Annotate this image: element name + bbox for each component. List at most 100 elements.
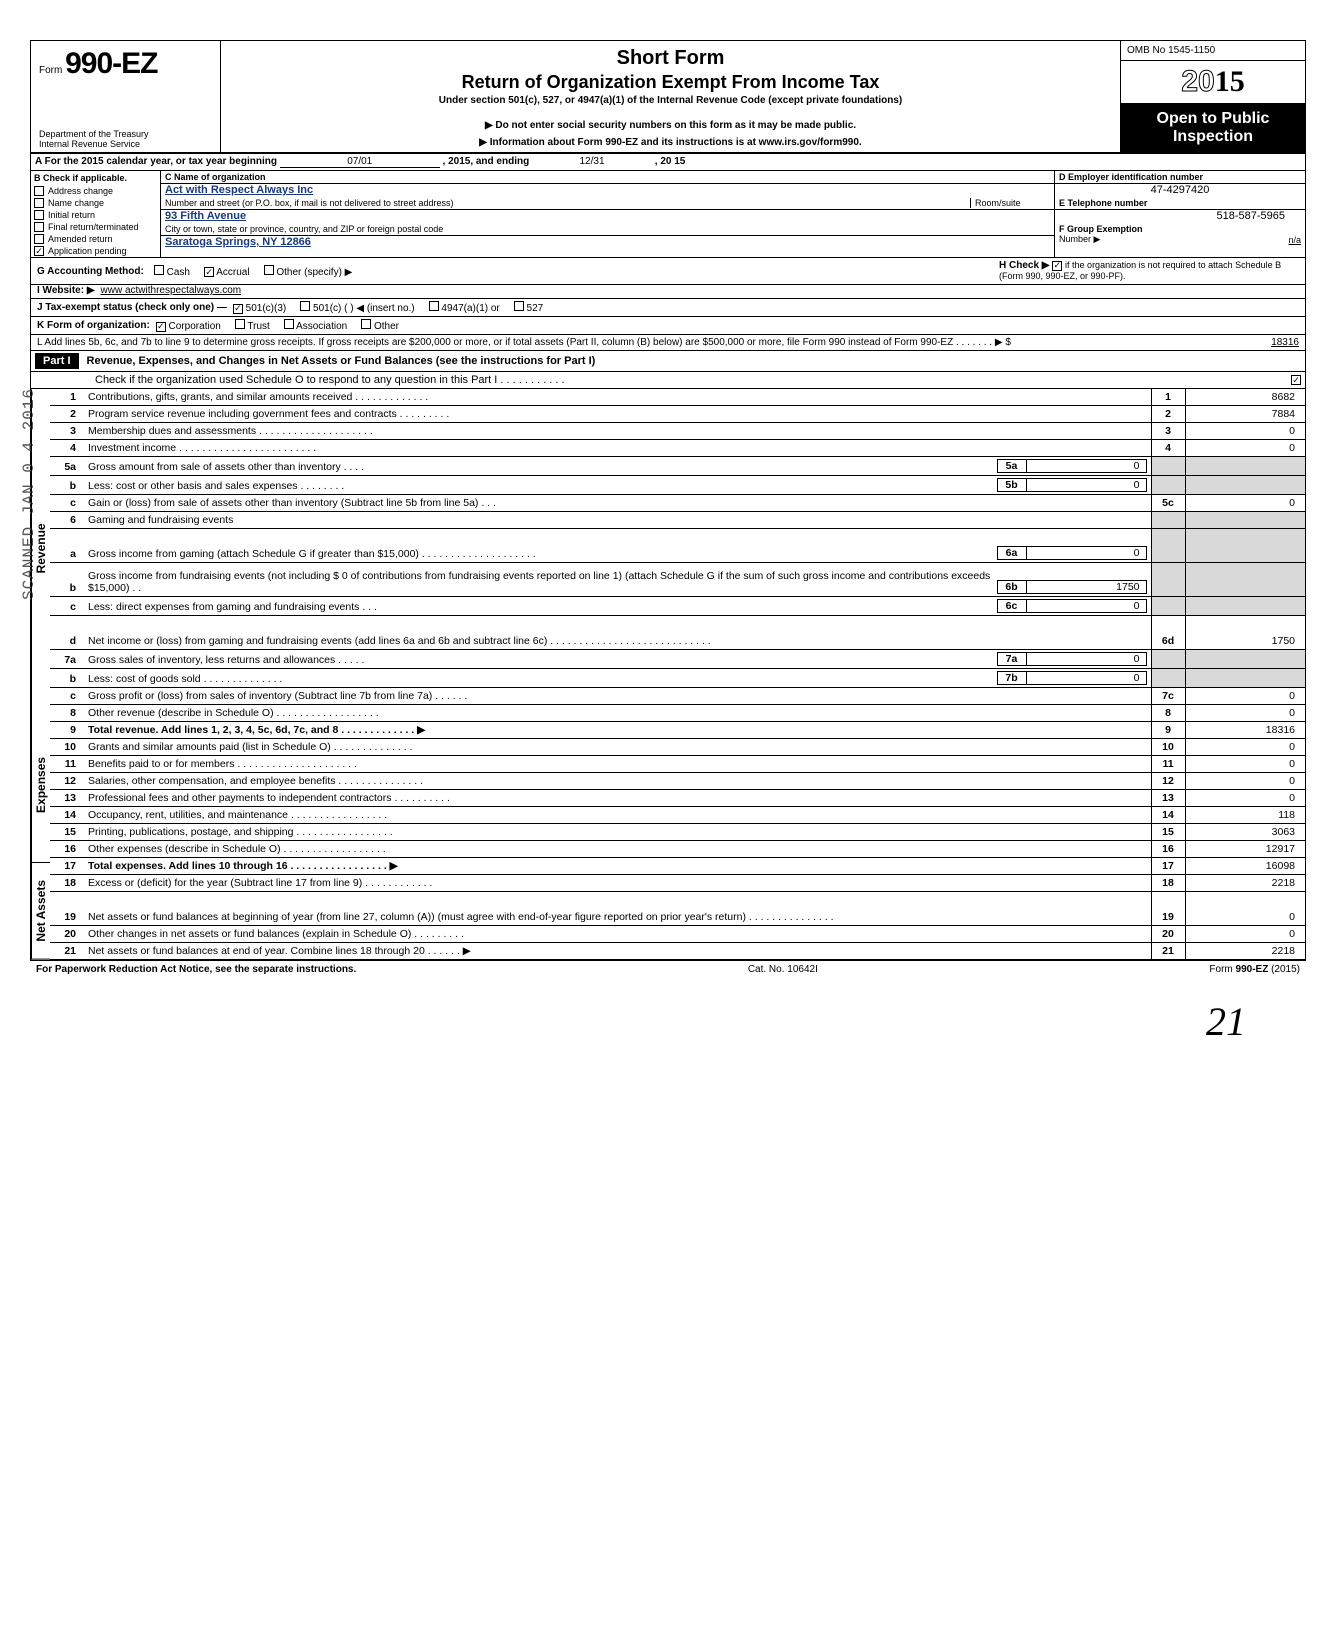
room-label: Room/suite bbox=[970, 198, 1050, 208]
K-opts-opt-2[interactable]: Association bbox=[284, 321, 347, 332]
col-b-header: B Check if applicable. bbox=[31, 171, 160, 185]
line-j: J Tax-exempt status (check only one) — ✓… bbox=[31, 299, 1305, 317]
line-8: 8Other revenue (describe in Schedule O) … bbox=[50, 705, 1305, 722]
line-c: cLess: direct expenses from gaming and f… bbox=[50, 597, 1305, 616]
col-c: C Name of organization Act with Respect … bbox=[161, 171, 1055, 257]
block-bcd: B Check if applicable. Address changeNam… bbox=[31, 171, 1305, 258]
side-revenue: Revenue bbox=[31, 389, 50, 708]
K-opts-opt-3[interactable]: Other bbox=[361, 321, 399, 332]
org-name[interactable]: Act with Respect Always Inc bbox=[161, 184, 1054, 197]
title-short-form: Short Form bbox=[231, 47, 1110, 70]
line-14: 14Occupancy, rent, utilities, and mainte… bbox=[50, 807, 1305, 824]
city-state-zip[interactable]: Saratoga Springs, NY 12866 bbox=[161, 236, 1054, 249]
city-label: City or town, state or province, country… bbox=[161, 223, 1054, 236]
line-16: 16Other expenses (describe in Schedule O… bbox=[50, 841, 1305, 858]
line-g-h: G Accounting Method: Cash ✓ Accrual Other… bbox=[31, 258, 1305, 285]
line-l-amount: 18316 bbox=[1199, 337, 1299, 348]
G-opts-opt-2[interactable]: Other (specify) ▶ bbox=[264, 267, 353, 278]
form-header: Form 990-EZ Department of the Treasury I… bbox=[31, 41, 1305, 154]
line-c: cGain or (loss) from sale of assets othe… bbox=[50, 495, 1305, 512]
line-2: 2Program service revenue including gover… bbox=[50, 406, 1305, 423]
period-end-year[interactable]: , 20 15 bbox=[655, 156, 686, 167]
line-4: 4Investment income . . . . . . . . . . .… bbox=[50, 440, 1305, 457]
line-a-label: A For the 2015 calendar year, or tax yea… bbox=[35, 156, 277, 167]
lines-table: 1Contributions, gifts, grants, and simil… bbox=[50, 389, 1305, 960]
line-i: I Website: ▶ www actwithrespectalways.co… bbox=[31, 285, 1305, 299]
page-footer: For Paperwork Reduction Act Notice, see … bbox=[30, 961, 1306, 978]
col-d: D Employer identification number 47-4297… bbox=[1055, 171, 1305, 257]
line-l: L Add lines 5b, 6c, and 7b to line 9 to … bbox=[31, 335, 1305, 351]
line-7a: 7aGross sales of inventory, less returns… bbox=[50, 650, 1305, 669]
line-21: 21Net assets or fund balances at end of … bbox=[50, 943, 1305, 960]
group-exempt-val[interactable]: n/a bbox=[1288, 235, 1301, 245]
J-opts-opt-2[interactable]: 4947(a)(1) or bbox=[429, 303, 500, 314]
open2: Inspection bbox=[1125, 128, 1301, 146]
line-12: 12Salaries, other compensation, and empl… bbox=[50, 773, 1305, 790]
phone[interactable]: 518-587-5965 bbox=[1055, 210, 1305, 223]
tax-exempt-label: J Tax-exempt status (check only one) — bbox=[37, 302, 227, 313]
part-i-header: Part I Revenue, Expenses, and Changes in… bbox=[31, 351, 1305, 372]
line-c: cGross profit or (loss) from sales of in… bbox=[50, 688, 1305, 705]
year-outline: 20 bbox=[1181, 65, 1214, 98]
line-13: 13Professional fees and other payments t… bbox=[50, 790, 1305, 807]
line-6: 6Gaming and fundraising events bbox=[50, 512, 1305, 529]
line-18: 18Excess or (deficit) for the year (Subt… bbox=[50, 875, 1305, 892]
colb-check-3[interactable]: Final return/terminated bbox=[31, 221, 160, 233]
info-link: ▶ Information about Form 990-EZ and its … bbox=[231, 137, 1110, 148]
G-opts-opt-1[interactable]: ✓ Accrual bbox=[204, 267, 250, 278]
line-b: bGross income from fundraising events (n… bbox=[50, 563, 1305, 597]
ein-label: D Employer identification number bbox=[1059, 172, 1203, 182]
accounting-method-label: G Accounting Method: bbox=[37, 266, 144, 277]
colb-check-5[interactable]: ✓Application pending bbox=[31, 245, 160, 257]
J-opts-opt-1[interactable]: 501(c) ( ) ◀ (insert no.) bbox=[300, 303, 414, 314]
line-3: 3Membership dues and assessments . . . .… bbox=[50, 423, 1305, 440]
period-end-month[interactable]: 12/31 bbox=[532, 156, 652, 167]
addr-label: Number and street (or P.O. box, if mail … bbox=[165, 198, 970, 208]
J-opts-opt-3[interactable]: 527 bbox=[514, 303, 543, 314]
colb-check-4[interactable]: Amended return bbox=[31, 233, 160, 245]
line-20: 20Other changes in net assets or fund ba… bbox=[50, 926, 1305, 943]
group-exempt-label2: Number ▶ bbox=[1059, 234, 1100, 244]
org-name-label: C Name of organization bbox=[165, 172, 266, 182]
J-opts-opt-0[interactable]: ✓ 501(c)(3) bbox=[233, 303, 286, 314]
open1: Open to Public bbox=[1125, 110, 1301, 128]
line-a-mid: , 2015, and ending bbox=[443, 156, 530, 167]
dept-irs: Internal Revenue Service bbox=[39, 140, 212, 150]
omb-number: OMB No 1545-1150 bbox=[1121, 41, 1305, 61]
colb-check-2[interactable]: Initial return bbox=[31, 209, 160, 221]
ein[interactable]: 47-4297420 bbox=[1055, 184, 1305, 197]
schedo-checkbox[interactable]: ✓ bbox=[1291, 375, 1301, 385]
line-a: A For the 2015 calendar year, or tax yea… bbox=[31, 154, 1305, 171]
website-label: I Website: ▶ bbox=[37, 285, 95, 296]
footer-right: Form 990-EZ (2015) bbox=[1209, 964, 1300, 975]
period-begin[interactable]: 07/01 bbox=[280, 156, 440, 168]
schedo-text: Check if the organization used Schedule … bbox=[35, 374, 565, 386]
K-opts-opt-1[interactable]: Trust bbox=[235, 321, 270, 332]
h-checkbox[interactable]: ✓ bbox=[1052, 261, 1062, 271]
line-k: K Form of organization: ✓ Corporation Tr… bbox=[31, 317, 1305, 335]
group-exempt-label: F Group Exemption bbox=[1059, 224, 1143, 234]
phone-label: E Telephone number bbox=[1059, 198, 1147, 208]
part-i-badge: Part I bbox=[35, 353, 79, 369]
website-value[interactable]: www actwithrespectalways.com bbox=[101, 285, 1299, 296]
col-b: B Check if applicable. Address changeNam… bbox=[31, 171, 161, 257]
colb-check-0[interactable]: Address change bbox=[31, 185, 160, 197]
part-i-title: Revenue, Expenses, and Changes in Net As… bbox=[87, 355, 596, 367]
line-a: aGross income from gaming (attach Schedu… bbox=[50, 529, 1305, 563]
line-15: 15Printing, publications, postage, and s… bbox=[50, 824, 1305, 841]
ssn-warning: ▶ Do not enter social security numbers o… bbox=[231, 120, 1110, 131]
part-i-body: Revenue Expenses Net Assets 1Contributio… bbox=[31, 389, 1305, 960]
G-opts-opt-0[interactable]: Cash bbox=[154, 267, 190, 278]
colb-check-1[interactable]: Name change bbox=[31, 197, 160, 209]
K-opts-opt-0[interactable]: ✓ Corporation bbox=[156, 321, 221, 332]
subtitle: Under section 501(c), 527, or 4947(a)(1)… bbox=[231, 95, 1110, 106]
footer-cat: Cat. No. 10642I bbox=[748, 964, 818, 975]
line-9: 9Total revenue. Add lines 1, 2, 3, 4, 5c… bbox=[50, 722, 1305, 739]
line-17: 17Total expenses. Add lines 10 through 1… bbox=[50, 858, 1305, 875]
tax-year: 2015 bbox=[1121, 61, 1305, 104]
line-l-text: L Add lines 5b, 6c, and 7b to line 9 to … bbox=[37, 337, 1193, 348]
street-address[interactable]: 93 Fifth Avenue bbox=[161, 210, 1054, 223]
handwritten-page-number: 21 bbox=[30, 978, 1306, 1045]
title-return: Return of Organization Exempt From Incom… bbox=[231, 72, 1110, 93]
h-label: H Check ▶ bbox=[999, 260, 1049, 271]
